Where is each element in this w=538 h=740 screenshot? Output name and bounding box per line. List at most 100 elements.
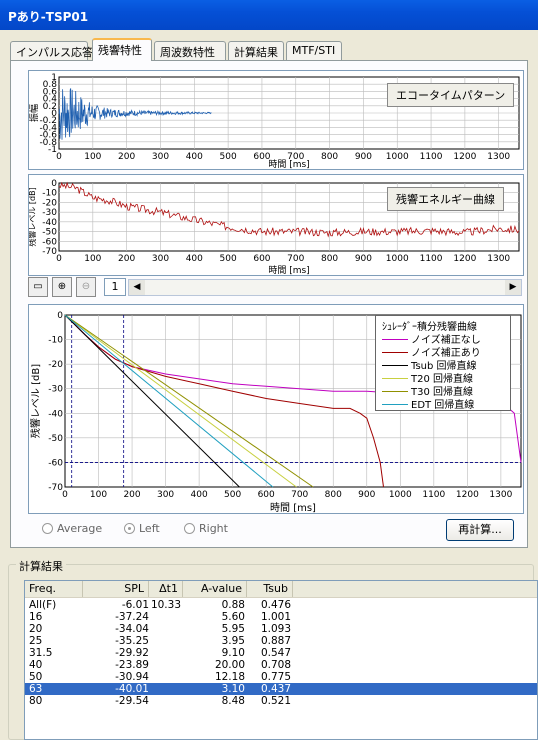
decay-series-3 — [64, 314, 297, 488]
echo-ytick-label: 0.2 — [43, 102, 57, 112]
col-dt1[interactable]: Δt1 — [149, 581, 183, 597]
table-row[interactable]: 40 -23.89 20.00 0.708 — [25, 659, 537, 671]
energy-xtick-label: 400 — [186, 254, 203, 264]
legend-item: Tsub 回帰直線 — [382, 357, 477, 372]
energy-chart-label: 残響エネルギー曲線 — [387, 187, 504, 211]
col-tsub[interactable]: Tsub — [247, 581, 293, 597]
legend-label: ノイズ補正なし — [411, 335, 481, 346]
scroll-left-icon[interactable]: ◀ — [129, 280, 145, 295]
energy-xtick-label: 1200 — [453, 254, 476, 264]
decay-xtick-label: 100 — [90, 490, 107, 500]
echo-xtick-label: 800 — [321, 152, 338, 162]
table-row[interactable]: 80 -29.54 8.48 0.521 — [25, 695, 537, 707]
page-number-field[interactable]: 1 — [104, 278, 126, 296]
echo-xtick-label: 300 — [152, 152, 169, 162]
echo-xtick-label: 1200 — [453, 152, 476, 162]
energy-xtick-label: 1100 — [420, 254, 443, 264]
fit-view-icon[interactable]: ▭ — [28, 277, 48, 297]
echo-xtick-label: 900 — [355, 152, 372, 162]
decay-ytick-label: -10 — [48, 336, 63, 346]
tab-results[interactable]: 計算結果 — [228, 41, 284, 60]
col-spl[interactable]: SPL — [83, 581, 149, 597]
energy-xlabel: 時間 [ms] — [268, 265, 309, 275]
table-row[interactable]: All(F) -6.01 10.33 0.88 0.476 — [25, 599, 537, 611]
echo-ytick-label: 0.4 — [43, 95, 58, 105]
legend-label: Tsub 回帰直線 — [411, 361, 477, 372]
table-cell: -6.01 — [121, 599, 149, 611]
decay-xtick-label: 800 — [325, 490, 342, 500]
horizontal-scrollbar[interactable]: ◀ ▶ — [128, 279, 522, 296]
decay-xtick-label: 1100 — [422, 490, 445, 500]
results-title: 計算結果 — [16, 558, 66, 574]
energy-xtick-label: 900 — [355, 254, 372, 264]
legend-title: ｼｭﾚｰﾀﾞｰ積分残響曲線 — [382, 322, 477, 333]
table-cell: 0.521 — [260, 695, 291, 707]
table-cell: 3.10 — [221, 683, 245, 695]
legend-item: ノイズ補正あり — [382, 344, 481, 359]
table-cell: 40 — [29, 659, 43, 671]
legend-label: T30 回帰直線 — [411, 387, 474, 398]
echo-xtick-label: 600 — [253, 152, 270, 162]
table-row[interactable]: 20 -34.04 5.95 1.093 — [25, 623, 537, 635]
table-cell: 5.60 — [221, 611, 245, 623]
echo-ylabel: 振幅 — [29, 104, 40, 122]
decay-xtick-label: 400 — [191, 490, 208, 500]
echo-xtick-label: 400 — [186, 152, 203, 162]
decay-xtick-label: 300 — [157, 490, 174, 500]
table-cell: 63 — [29, 683, 43, 695]
radio-average-dot — [42, 523, 53, 534]
echo-chart: 0 100 200 300 400 500 600 700 800 900 1000 1100 1200… — [28, 70, 524, 170]
energy-ytick-label: -40 — [42, 218, 57, 228]
table-row[interactable]: 63 -40.01 3.10 0.437 — [25, 683, 537, 695]
energy-chart: 0 100 200 300 400 500 600 700 800 900 1000 1100 1200… — [27, 174, 524, 276]
energy-ytick-label: -50 — [42, 228, 57, 238]
table-row[interactable]: 31.5 -29.92 9.10 0.547 — [25, 647, 537, 659]
decay-series-1 — [64, 314, 384, 488]
tab-impulse-response[interactable]: インパルス応答 — [10, 41, 93, 60]
table-cell: 1.001 — [260, 611, 291, 623]
table-row[interactable]: 25 -35.25 3.95 0.887 — [25, 635, 537, 647]
radio-average[interactable]: Average — [42, 522, 102, 535]
legend-item: T30 回帰直線 — [382, 383, 473, 398]
decay-ytick-label: -40 — [48, 409, 63, 419]
decay-xtick-label: 500 — [224, 490, 241, 500]
echo-ytick-label: -0.2 — [39, 116, 57, 126]
table-cell: 1.093 — [260, 623, 291, 635]
energy-chart-svg: 0 100 200 300 400 500 600 700 800 900 1000 1100 1200… — [27, 179, 520, 276]
echo-ytick-label: 0.8 — [43, 80, 58, 90]
echo-xtick-label: 700 — [287, 152, 304, 162]
recalculate-button[interactable]: 再計算... — [446, 519, 514, 541]
tab-frequency[interactable]: 周波数特性 — [154, 41, 226, 60]
table-cell: 25 — [29, 635, 43, 647]
decay-xtick-label: 1200 — [456, 490, 479, 500]
table-row[interactable]: 16 -37.24 5.60 1.001 — [25, 611, 537, 623]
echo-ytick-label: 0 — [51, 109, 57, 119]
decay-ytick-label: -50 — [48, 434, 63, 444]
table-cell: 0.88 — [221, 599, 245, 611]
table-cell: -40.01 — [115, 683, 149, 695]
col-avalue[interactable]: A-value — [183, 581, 247, 597]
echo-xtick-label: 100 — [84, 152, 101, 162]
table-cell: -29.92 — [115, 647, 149, 659]
table-cell: 31.5 — [29, 647, 53, 659]
decay-xlabel: 時間 [ms] — [270, 502, 316, 513]
echo-ytick-label: -0.6 — [39, 131, 57, 141]
tab-reverberation[interactable]: 残響特性 — [92, 38, 152, 61]
energy-xtick-label: 100 — [84, 254, 101, 264]
zoom-in-icon[interactable]: ⊕ — [52, 277, 72, 297]
radio-left-dot — [124, 523, 135, 534]
echo-ytick-label: -1 — [48, 145, 57, 155]
radio-left[interactable]: Left — [124, 522, 160, 535]
results-table[interactable]: Freq. SPL Δt1 A-value Tsub All(F) -6.01 10… — [24, 580, 538, 740]
tab-mtf-sti[interactable]: MTF/STI — [286, 41, 342, 60]
zoom-out-icon[interactable]: ⊖ — [76, 277, 96, 297]
table-row[interactable]: 50 -30.94 12.18 0.775 — [25, 671, 537, 683]
table-cell: 8.48 — [221, 695, 245, 707]
radio-right[interactable]: Right — [184, 522, 228, 535]
table-cell: 20 — [29, 623, 43, 635]
echo-ytick-label: 0.6 — [43, 87, 58, 97]
energy-xtick-label: 500 — [220, 254, 237, 264]
scroll-right-icon[interactable]: ▶ — [505, 280, 521, 295]
echo-xtick-label: 500 — [220, 152, 237, 162]
col-freq[interactable]: Freq. — [25, 581, 83, 597]
